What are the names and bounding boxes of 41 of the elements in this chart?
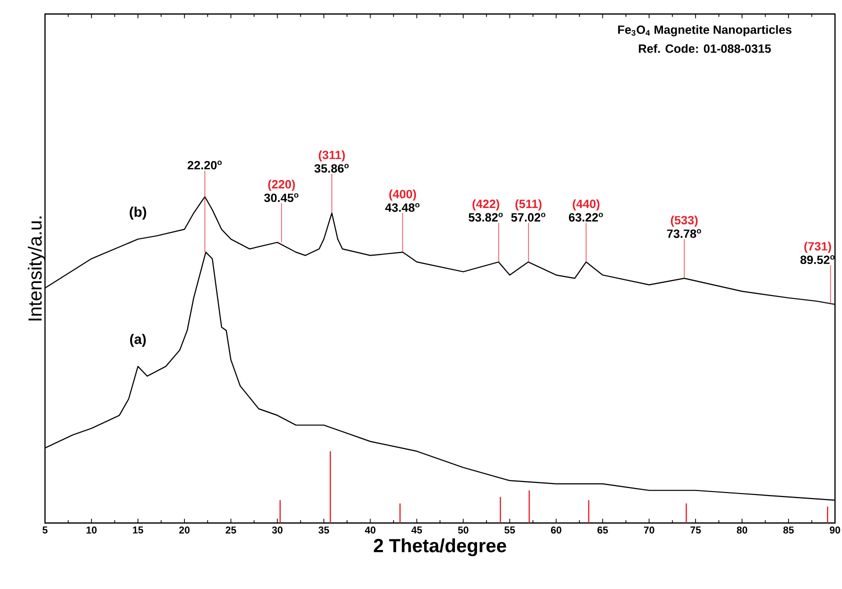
x-tick-label: 90	[830, 526, 840, 534]
annotation: (511)	[515, 199, 542, 210]
x-tick-label: 85	[783, 526, 794, 534]
x-tick-label: 30	[272, 526, 282, 534]
x-tick-label: 35	[318, 526, 330, 534]
annotation: 35.86$^{o}$	[314, 164, 349, 173]
x-tick-label: 75	[690, 526, 701, 534]
x-tick-label: 55	[504, 526, 515, 534]
x-tick-label: 65	[597, 526, 608, 534]
series-label: (a)	[130, 334, 146, 347]
x-tick-label: 50	[458, 526, 468, 534]
annotation: (220)	[268, 180, 295, 191]
annotation: 57.02$^{o}$	[511, 212, 546, 222]
annotation: 30.45$^{o}$	[264, 193, 298, 202]
chart-title: Fe$_{3}$O$_{4}$ Magnetite Nanoparticles	[618, 25, 792, 36]
annotation: (311)	[318, 150, 345, 162]
annotation: (731)	[804, 242, 832, 253]
chart-subtitle: Ref. Code: 01-088-0315	[638, 44, 771, 53]
x-tick-label: 25	[226, 526, 236, 534]
y-axis-title: Intensity/a.u.	[28, 216, 46, 320]
x-tick-label: 80	[736, 526, 748, 534]
x-tick-label: 10	[86, 526, 97, 534]
annotation: (422)	[472, 199, 500, 210]
x-tick-label: 45	[411, 526, 422, 534]
x-tick-label: 40	[364, 526, 376, 534]
annotation: (533)	[670, 216, 698, 227]
x-tick-label: 70	[644, 526, 654, 534]
annotation: 43.48$^{o}$	[385, 203, 420, 212]
annotation: 63.22$^{o}$	[568, 212, 603, 222]
series-label: (b)	[130, 206, 146, 220]
annotation: 89.52$^{o}$	[800, 255, 835, 264]
x-tick-label: 20	[179, 526, 190, 534]
x-tick-label: 5	[42, 526, 48, 534]
x-tick-label: 60	[551, 526, 562, 534]
x-tick-label: 15	[133, 526, 144, 534]
annotation: 73.78$^{o}$	[667, 229, 702, 238]
annotation: (440)	[572, 199, 600, 210]
x-axis-title: 2 Theta/degree	[374, 538, 506, 556]
annotation: 53.82$^{o}$	[468, 212, 503, 222]
annotation: (400)	[389, 190, 416, 201]
annotation: 22.20$^{o}$	[188, 160, 222, 170]
